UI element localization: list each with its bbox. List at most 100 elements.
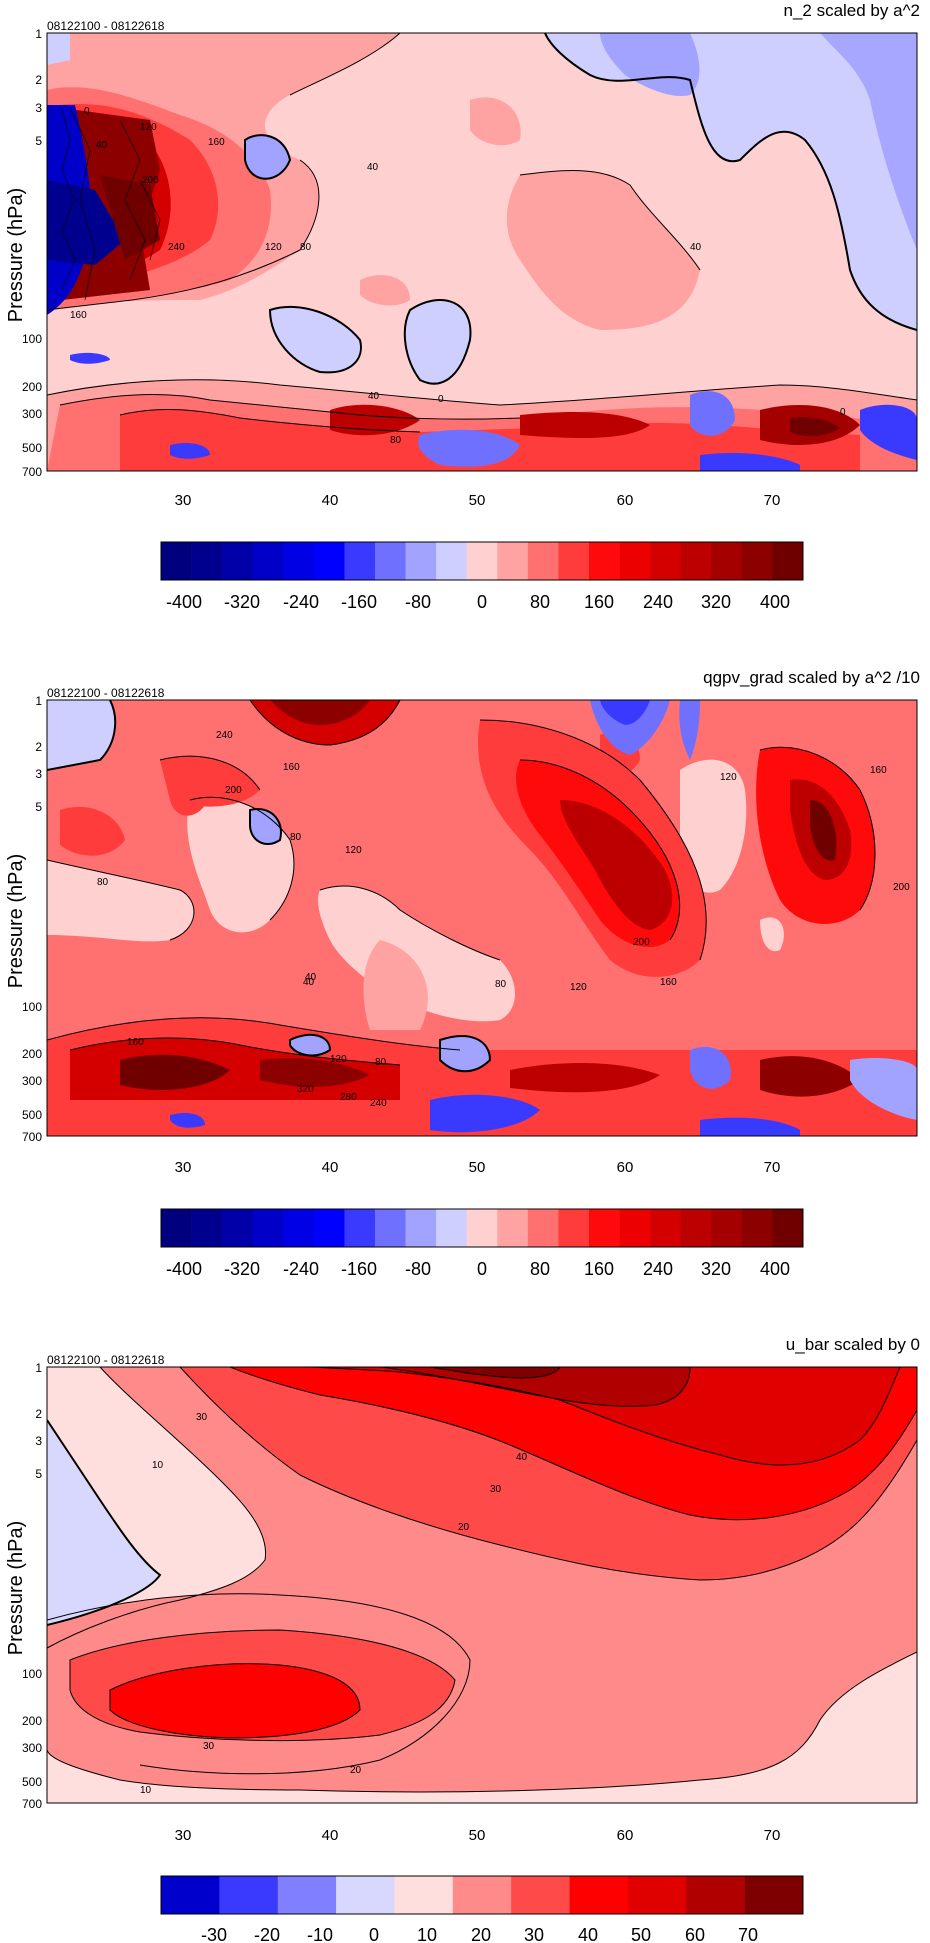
colorbar-swatch: [313, 542, 345, 580]
colorbar-swatch: [619, 542, 651, 580]
colorbar-swatch: [558, 1209, 590, 1247]
contour-label: 200: [142, 175, 159, 186]
colorbar-label: -80: [405, 592, 431, 612]
colorbar-swatch: [283, 1209, 315, 1247]
colorbar-swatch: [686, 1876, 745, 1914]
colorbar-label: -30: [201, 1925, 227, 1943]
date-range: 08122100 - 08122618: [47, 1353, 165, 1367]
colorbar-swatch: [650, 1209, 682, 1247]
colorbar-label: 160: [584, 592, 614, 612]
colorbar-label: 80: [530, 1259, 550, 1279]
y-tick-label: 500: [22, 1775, 42, 1789]
colorbar-swatch: [466, 542, 498, 580]
colorbar-swatch: [511, 1876, 570, 1914]
y-tick-label: 300: [22, 1074, 42, 1088]
y-tick-label: 5: [35, 800, 42, 814]
contour-label: 160: [870, 765, 887, 776]
colorbar-swatch: [222, 542, 254, 580]
colorbar-label: 400: [760, 592, 790, 612]
panel-title: qgpv_grad scaled by a^2 /10: [703, 668, 920, 687]
colorbar-label: 0: [477, 592, 487, 612]
contour-label: 20: [458, 1522, 470, 1533]
colorbar-label: -160: [341, 1259, 377, 1279]
colorbar-swatch: [772, 542, 804, 580]
contour-label: 30: [196, 1412, 208, 1423]
colorbar-label: 80: [530, 592, 550, 612]
y-tick-label: 2: [35, 73, 42, 87]
colorbar-swatch: [394, 1876, 454, 1914]
colorbar-label: 0: [477, 1259, 487, 1279]
x-tick-label: 30: [175, 1827, 192, 1844]
colorbar-swatch: [161, 542, 192, 580]
contour-label: 30: [490, 1484, 502, 1495]
colorbar-label: 30: [524, 1925, 544, 1943]
x-tick-label: 70: [764, 1827, 781, 1844]
colorbar-swatch: [741, 1209, 773, 1247]
colorbar-swatch: [589, 542, 620, 580]
x-tick-label: 40: [322, 1827, 339, 1844]
colorbar-swatch: [252, 542, 284, 580]
colorbar-label: -320: [224, 1259, 260, 1279]
contour-label: 40: [368, 391, 380, 402]
y-axis: 1 2 3 5 100 200 300 500 700: [22, 694, 42, 1144]
contour-label: 80: [495, 979, 507, 990]
y-tick-label: 5: [35, 134, 42, 148]
contour-label: 160: [127, 1037, 144, 1048]
contour-label: 120: [570, 982, 587, 993]
colorbar-swatch: [405, 542, 437, 580]
contour-label: 40: [303, 977, 315, 988]
colorbar-label: -320: [224, 592, 260, 612]
contour-label: 280: [340, 1092, 357, 1103]
colorbar-frame: [160, 541, 804, 581]
colorbar-swatch: [436, 542, 468, 580]
x-axis: 30 40 50 60 70: [175, 1159, 781, 1176]
y-tick-label: 500: [22, 1108, 42, 1122]
contour-label: 80: [97, 877, 109, 888]
y-tick-label: 700: [22, 1130, 42, 1144]
colorbar-swatch: [527, 1209, 559, 1247]
panel-title: n_2 scaled by a^2: [783, 1, 920, 20]
x-tick-label: 60: [617, 1159, 634, 1176]
colorbar-label: 320: [701, 592, 731, 612]
contour-label: 80: [375, 1057, 387, 1068]
colorbar-label: -400: [166, 592, 202, 612]
colorbar-swatch: [191, 542, 223, 580]
colorbar-swatch: [466, 1209, 498, 1247]
contour-label: 120: [720, 772, 737, 783]
contour-field: [47, 33, 917, 471]
contour-label: 80: [290, 832, 302, 843]
y-tick-label: 3: [35, 1434, 42, 1448]
y-axis-label: Pressure (hPa): [5, 188, 27, 323]
y-tick-label: 3: [35, 767, 42, 781]
colorbar-label: -80: [405, 1259, 431, 1279]
y-tick-label: 1: [35, 694, 42, 708]
colorbar-swatch: [741, 542, 773, 580]
colorbar-label: 70: [738, 1925, 758, 1943]
colorbar-label: 60: [685, 1925, 705, 1943]
y-tick-label: 300: [22, 1741, 42, 1755]
panel-u-bar: u_bar scaled by 0 08122100 - 08122618: [5, 1335, 920, 1943]
y-tick-label: 200: [22, 1714, 42, 1728]
contour-label: 240: [168, 242, 185, 253]
y-axis: 1 2 3 5 100 200 300 500 700: [22, 1361, 42, 1811]
contour-label: 40: [96, 140, 108, 151]
colorbar: [160, 541, 804, 581]
contour-label: 30: [203, 1741, 215, 1752]
y-tick-label: 2: [35, 1407, 42, 1421]
contour-label: 0: [840, 407, 846, 418]
contour-label: 200: [893, 882, 910, 893]
contour-label: 0: [438, 394, 444, 405]
colorbar-swatch: [375, 1209, 406, 1247]
colorbar-swatch: [497, 542, 529, 580]
colorbar-label: -10: [307, 1925, 333, 1943]
y-tick-label: 5: [35, 1467, 42, 1481]
y-tick-label: 100: [22, 1000, 42, 1014]
x-tick-label: 70: [764, 1159, 781, 1176]
contour-label: 10: [140, 1785, 152, 1796]
contour-label: 10: [152, 1460, 164, 1471]
contour-label: 320: [297, 1084, 314, 1095]
plot-frame: [46, 699, 918, 1137]
colorbar-swatch: [497, 1209, 529, 1247]
contour-label: 200: [633, 937, 650, 948]
